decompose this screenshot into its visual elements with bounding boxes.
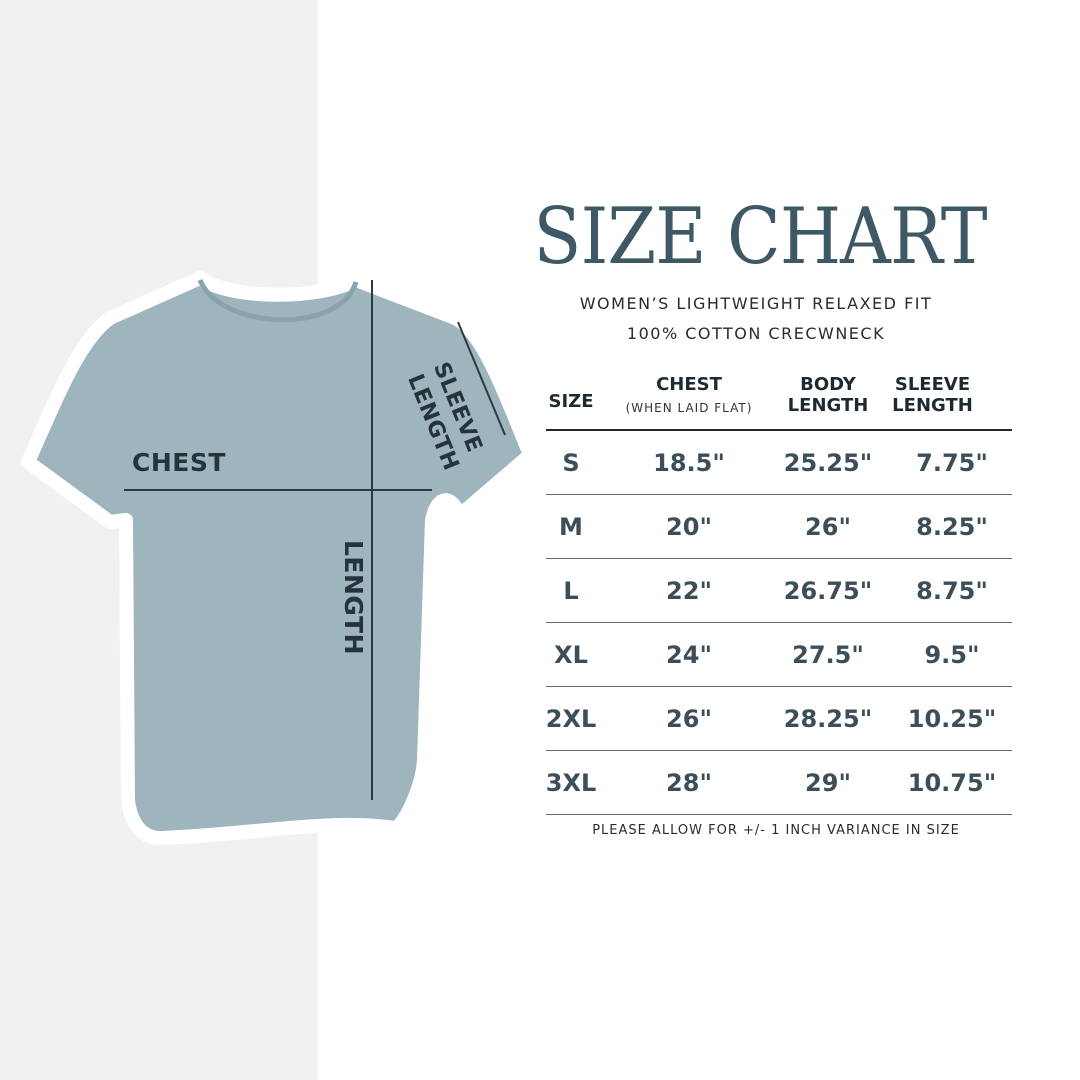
cell-chest: 22" (666, 577, 712, 605)
cell-sleeve: 10.25" (907, 705, 997, 733)
subtitle-line-1: WOMEN’S LIGHTWEIGHT RELAXED FIT (579, 294, 933, 313)
row-divider (546, 686, 1012, 687)
header-chest: CHEST (WHEN LAID FLAT) (609, 374, 769, 419)
header-chest-label: CHEST (656, 374, 722, 395)
cell-size: 2XL (545, 705, 597, 733)
subtitle-line-2: 100% COTTON CRECWNECK (626, 324, 886, 343)
header-sleeve-line1: SLEEVE (894, 374, 971, 395)
cell-sleeve: 7.75" (916, 449, 988, 477)
table-row: 3XL 28" 29" 10.75" (546, 751, 1012, 815)
cell-chest: 20" (666, 513, 712, 541)
cell-body: 26" (805, 513, 851, 541)
cell-size: S (562, 449, 580, 477)
cell-chest: 28" (666, 769, 712, 797)
table-row: XL 24" 27.5" 9.5" (546, 623, 1012, 687)
variance-note: PLEASE ALLOW FOR +/- 1 INCH VARIANCE IN … (592, 823, 960, 838)
header-body-line2: LENGTH (787, 395, 869, 416)
tshirt-shape (21, 271, 537, 845)
tshirt-illustration (21, 271, 537, 845)
header-sleeve-length: SLEEVE LENGTH (880, 374, 985, 416)
row-divider (546, 558, 1012, 559)
cell-sleeve: 8.25" (916, 513, 988, 541)
cell-body: 29" (805, 769, 851, 797)
row-divider (546, 494, 1012, 495)
cell-chest: 26" (666, 705, 712, 733)
page-title: SIZE CHART (533, 192, 987, 282)
header-divider (546, 429, 1012, 431)
cell-chest: 18.5" (653, 449, 725, 477)
row-divider (546, 622, 1012, 623)
cell-sleeve: 9.5" (924, 641, 980, 669)
row-divider (546, 750, 1012, 751)
table-row: L 22" 26.75" 8.75" (546, 559, 1012, 623)
cell-body: 25.25" (783, 449, 873, 477)
chest-label: CHEST (132, 448, 226, 477)
collar (197, 278, 359, 323)
cell-body: 26.75" (783, 577, 873, 605)
header-size: SIZE (548, 391, 594, 412)
cell-sleeve: 10.75" (907, 769, 997, 797)
cell-size: M (559, 513, 583, 541)
cell-size: L (563, 577, 579, 605)
header-sleeve-line2: LENGTH (892, 395, 973, 416)
cell-body: 28.25" (783, 705, 873, 733)
header-body-line1: BODY (800, 374, 856, 395)
cell-body: 27.5" (792, 641, 864, 669)
cell-size: XL (554, 641, 588, 669)
row-divider (546, 814, 1012, 815)
cell-size: 3XL (545, 769, 597, 797)
cell-chest: 24" (666, 641, 712, 669)
cell-sleeve: 8.75" (916, 577, 988, 605)
header-chest-note: (WHEN LAID FLAT) (625, 401, 753, 415)
length-label: LENGTH (339, 540, 368, 655)
table-row: M 20" 26" 8.25" (546, 495, 1012, 559)
table-row: 2XL 26" 28.25" 10.25" (546, 687, 1012, 751)
sleeve-measure-line (457, 321, 506, 436)
header-body-length: BODY LENGTH (778, 374, 878, 416)
table-row: S 18.5" 25.25" 7.75" (546, 431, 1012, 495)
